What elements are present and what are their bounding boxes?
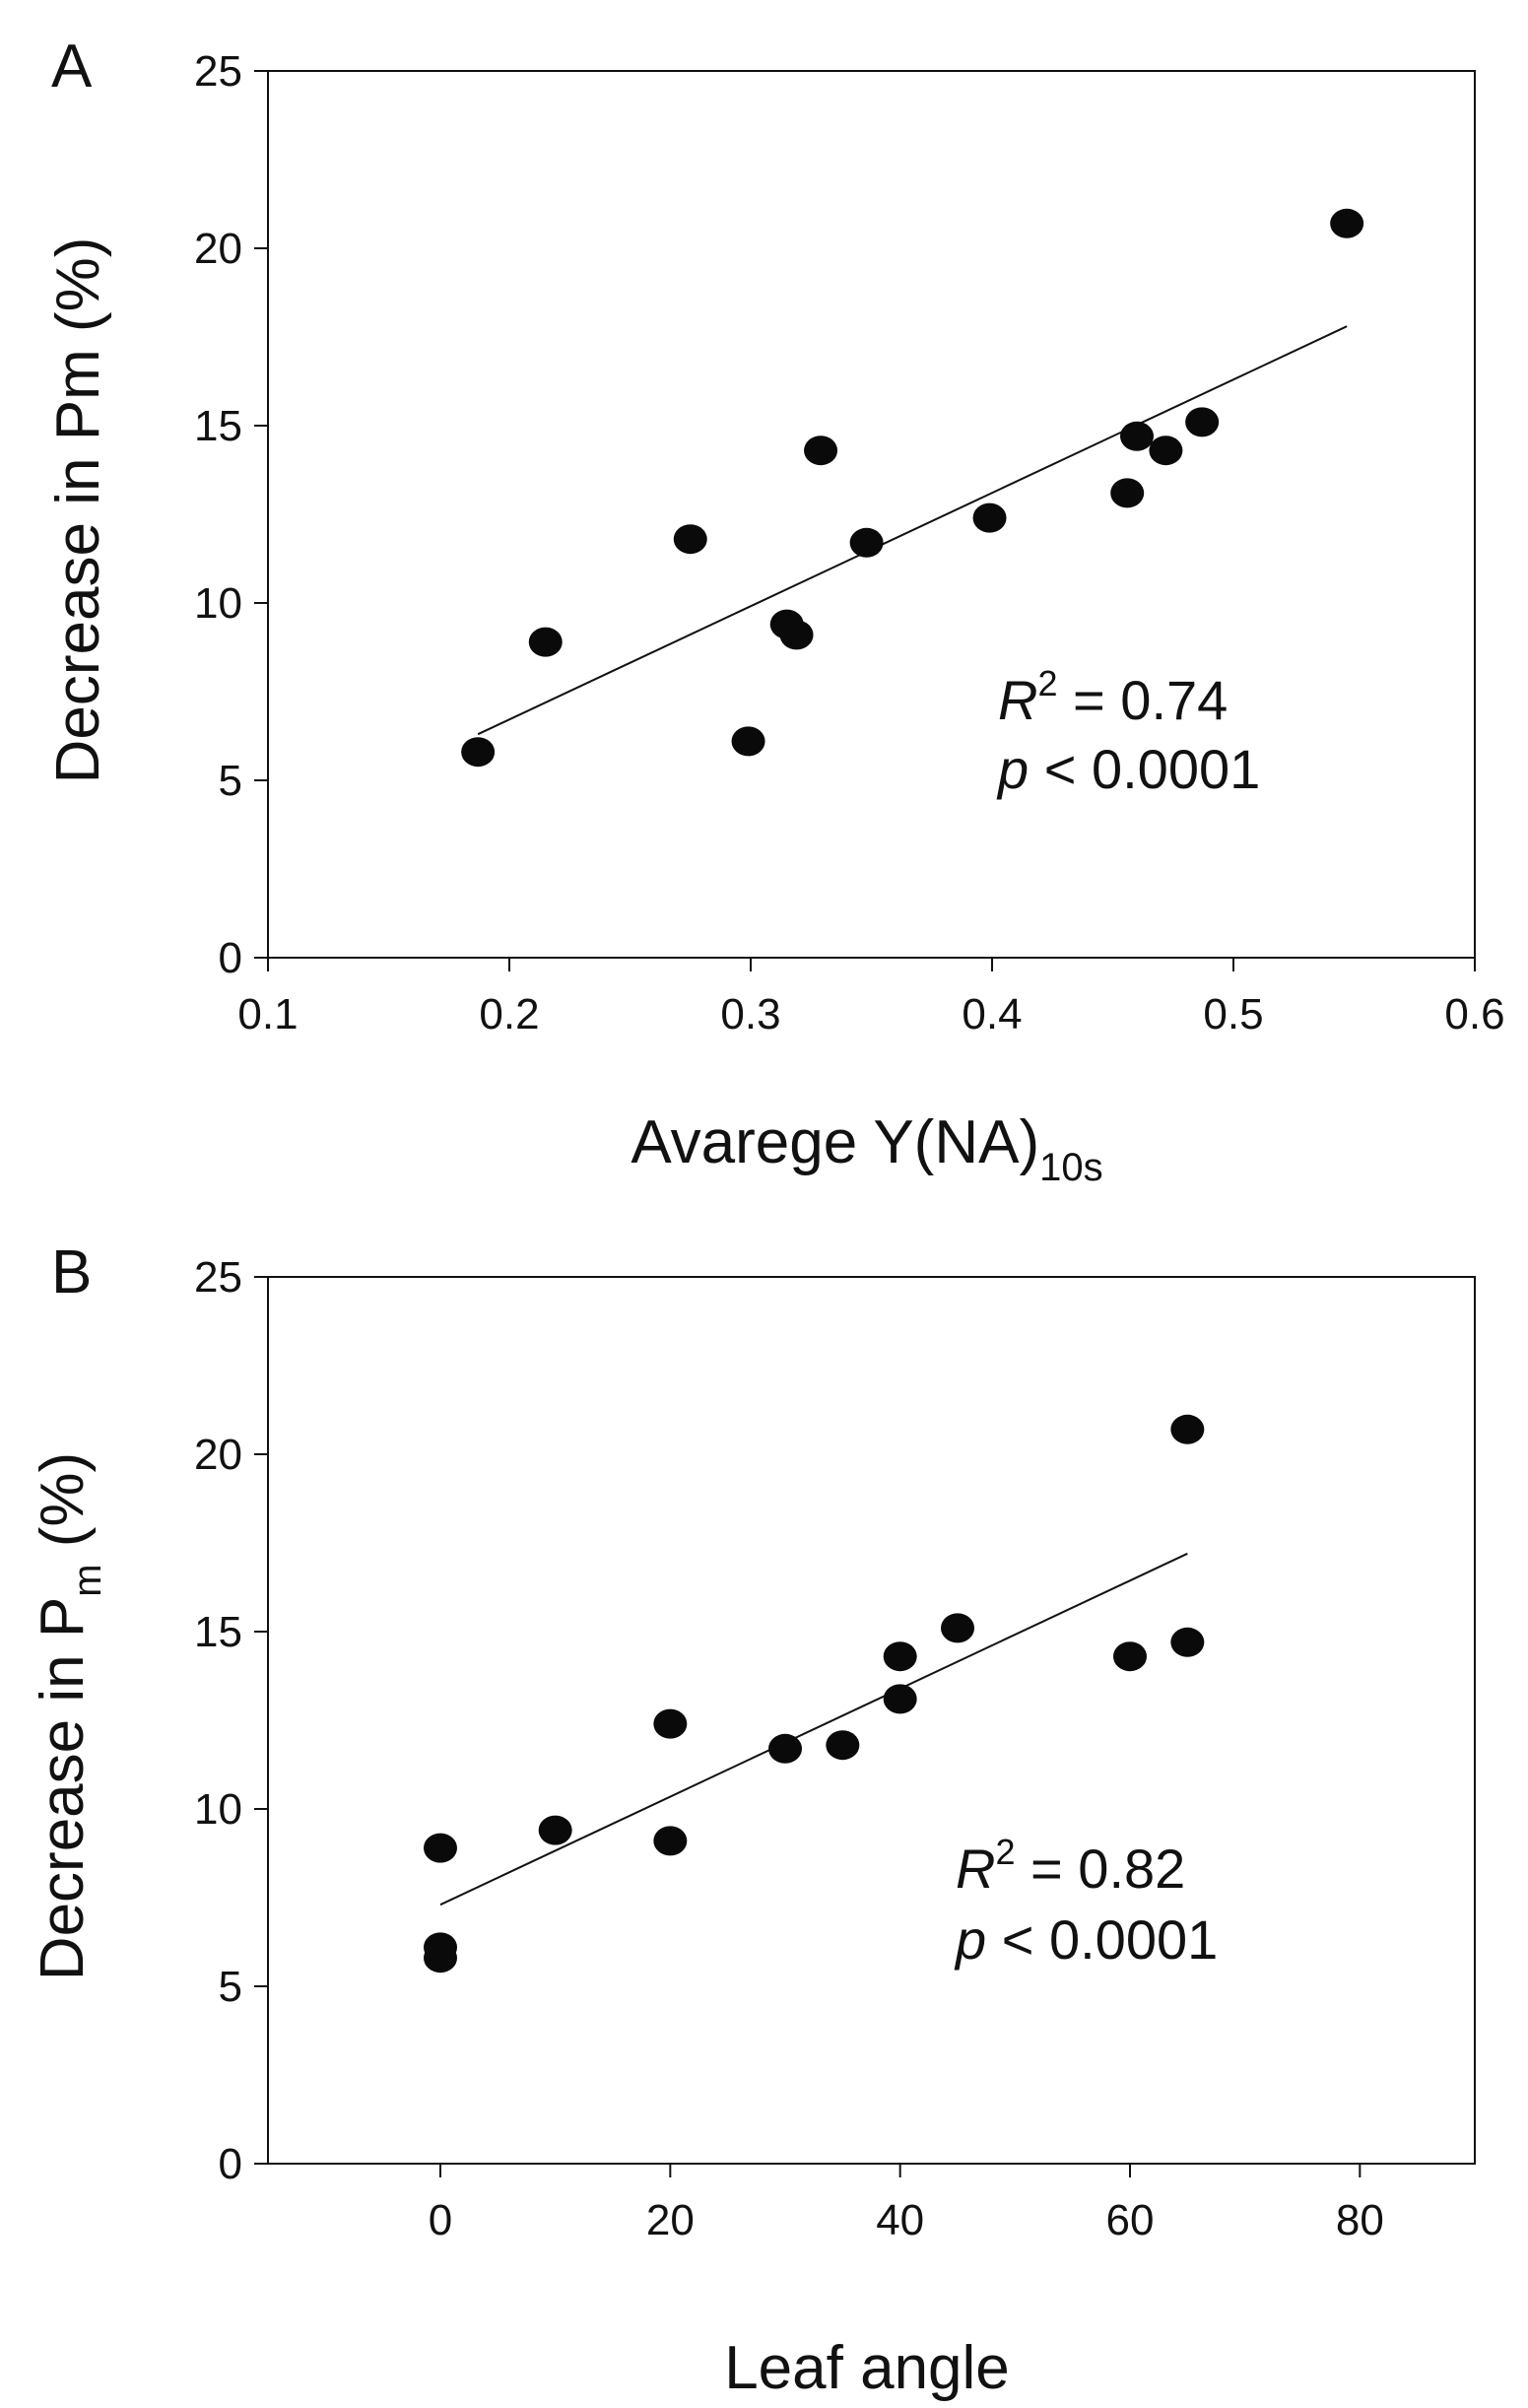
panel-a-data-point [804,435,838,466]
panel-b-p-value: p < 0.0001 [954,1908,1218,1971]
panel-a-x-tick-label: 0.5 [1203,990,1263,1038]
panel-b-data-point [883,1641,917,1672]
panel-b-data-point [653,1826,688,1856]
panel-a-y-axis-label: Decrease in Pm (%) [44,237,112,784]
panel-a-data-point [731,726,765,757]
panel-a-data-point [1149,435,1183,466]
panel-b-plot: 0 5 10 15 20 25 0 20 40 60 80 [194,1253,1476,2244]
panel-a-data-point [1110,478,1145,508]
panel-a-y-tick-label: 15 [194,402,242,450]
panel-a-y-tick-label: 0 [219,934,242,982]
panel-b-data-point [424,1932,457,1963]
panel-a-fit-line [477,325,1348,736]
panel-b-x-tick-label: 0 [429,2196,452,2244]
panel-b-x-tick-label: 60 [1106,2196,1155,2244]
panel-a-data-point [528,627,563,657]
panel-a-data-point [1330,208,1364,238]
panel-b: B Leaf angle Decrease in Pm (%) R2 = 0.8… [29,1238,1218,2402]
panel-b-plot-frame [267,1276,1476,2165]
panel-b-label: B [51,1238,92,1306]
panel-a-y-tick-label: 5 [219,757,242,805]
panel-b-x-tick-label: 80 [1336,2196,1384,2244]
panel-b-y-axis-label: Decrease in Pm (%) [29,1452,109,1980]
panel-b-y-tick-label: 25 [194,1253,242,1302]
panel-a-p-value: p < 0.0001 [996,738,1260,800]
panel-a-x-tick-label: 0.6 [1444,990,1504,1038]
panel-a-plot: 0 5 10 15 20 25 0.1 0.2 0.3 0.4 0.5 0.6 [194,47,1505,1038]
panel-a-y-tick-label: 20 [194,225,242,273]
panel-a-data-point [1120,421,1154,451]
panel-b-r-squared: R2 = 0.82 [956,1832,1185,1900]
panel-b-data-point [941,1613,974,1643]
panel-a-x-tick-label: 0.4 [962,990,1022,1038]
panel-a-data-point [461,737,496,768]
panel-b-x-axis-label: Leaf angle [724,2334,1010,2402]
panel-b-data-point [653,1708,688,1739]
panel-a-data-point [849,527,884,558]
panel-b-data-point [826,1730,860,1761]
panel-b-data-point [1170,1627,1205,1657]
panel-a-data-point [779,620,814,650]
panel-b-data-point [1113,1641,1147,1672]
panel-b-y-tick-label: 20 [194,1431,242,1479]
panel-b-data-point [538,1815,572,1845]
panel-a-x-tick-label: 0.2 [479,990,539,1038]
panel-b-x-tick-label: 40 [876,2196,924,2244]
panel-a-data-point [1185,407,1220,437]
panel-a-x-tick-label: 0.3 [720,990,780,1038]
panel-b-y-tick-label: 0 [219,2140,242,2188]
panel-b-x-tick-label: 20 [646,2196,695,2244]
panel-a-label: A [51,33,93,100]
panel-b-fit-line [439,1552,1188,1906]
panel-b-data-point [424,1833,457,1863]
panel-a-x-axis-label: Avarege Y(NA)10s [631,1108,1102,1189]
panel-b-y-tick-label: 15 [194,1608,242,1656]
panel-a: A Avarege Y(NA)10s Decrease in Pm (%) R2… [44,33,1260,1189]
panel-a-x-tick-label: 0.1 [237,990,298,1038]
panel-b-data-point [883,1684,917,1714]
panel-a-y-tick-label: 10 [194,579,242,628]
panel-b-data-point [768,1733,802,1764]
panel-a-data-point [673,524,707,555]
panel-b-data-point [1170,1414,1205,1444]
panel-a-plot-frame [267,70,1476,959]
panel-a-data-point [972,502,1007,533]
panel-a-y-tick-label: 25 [194,47,242,96]
panel-a-r-squared: R2 = 0.74 [998,663,1228,731]
panel-b-y-tick-label: 5 [219,1963,242,2011]
panel-b-y-tick-label: 10 [194,1785,242,1834]
